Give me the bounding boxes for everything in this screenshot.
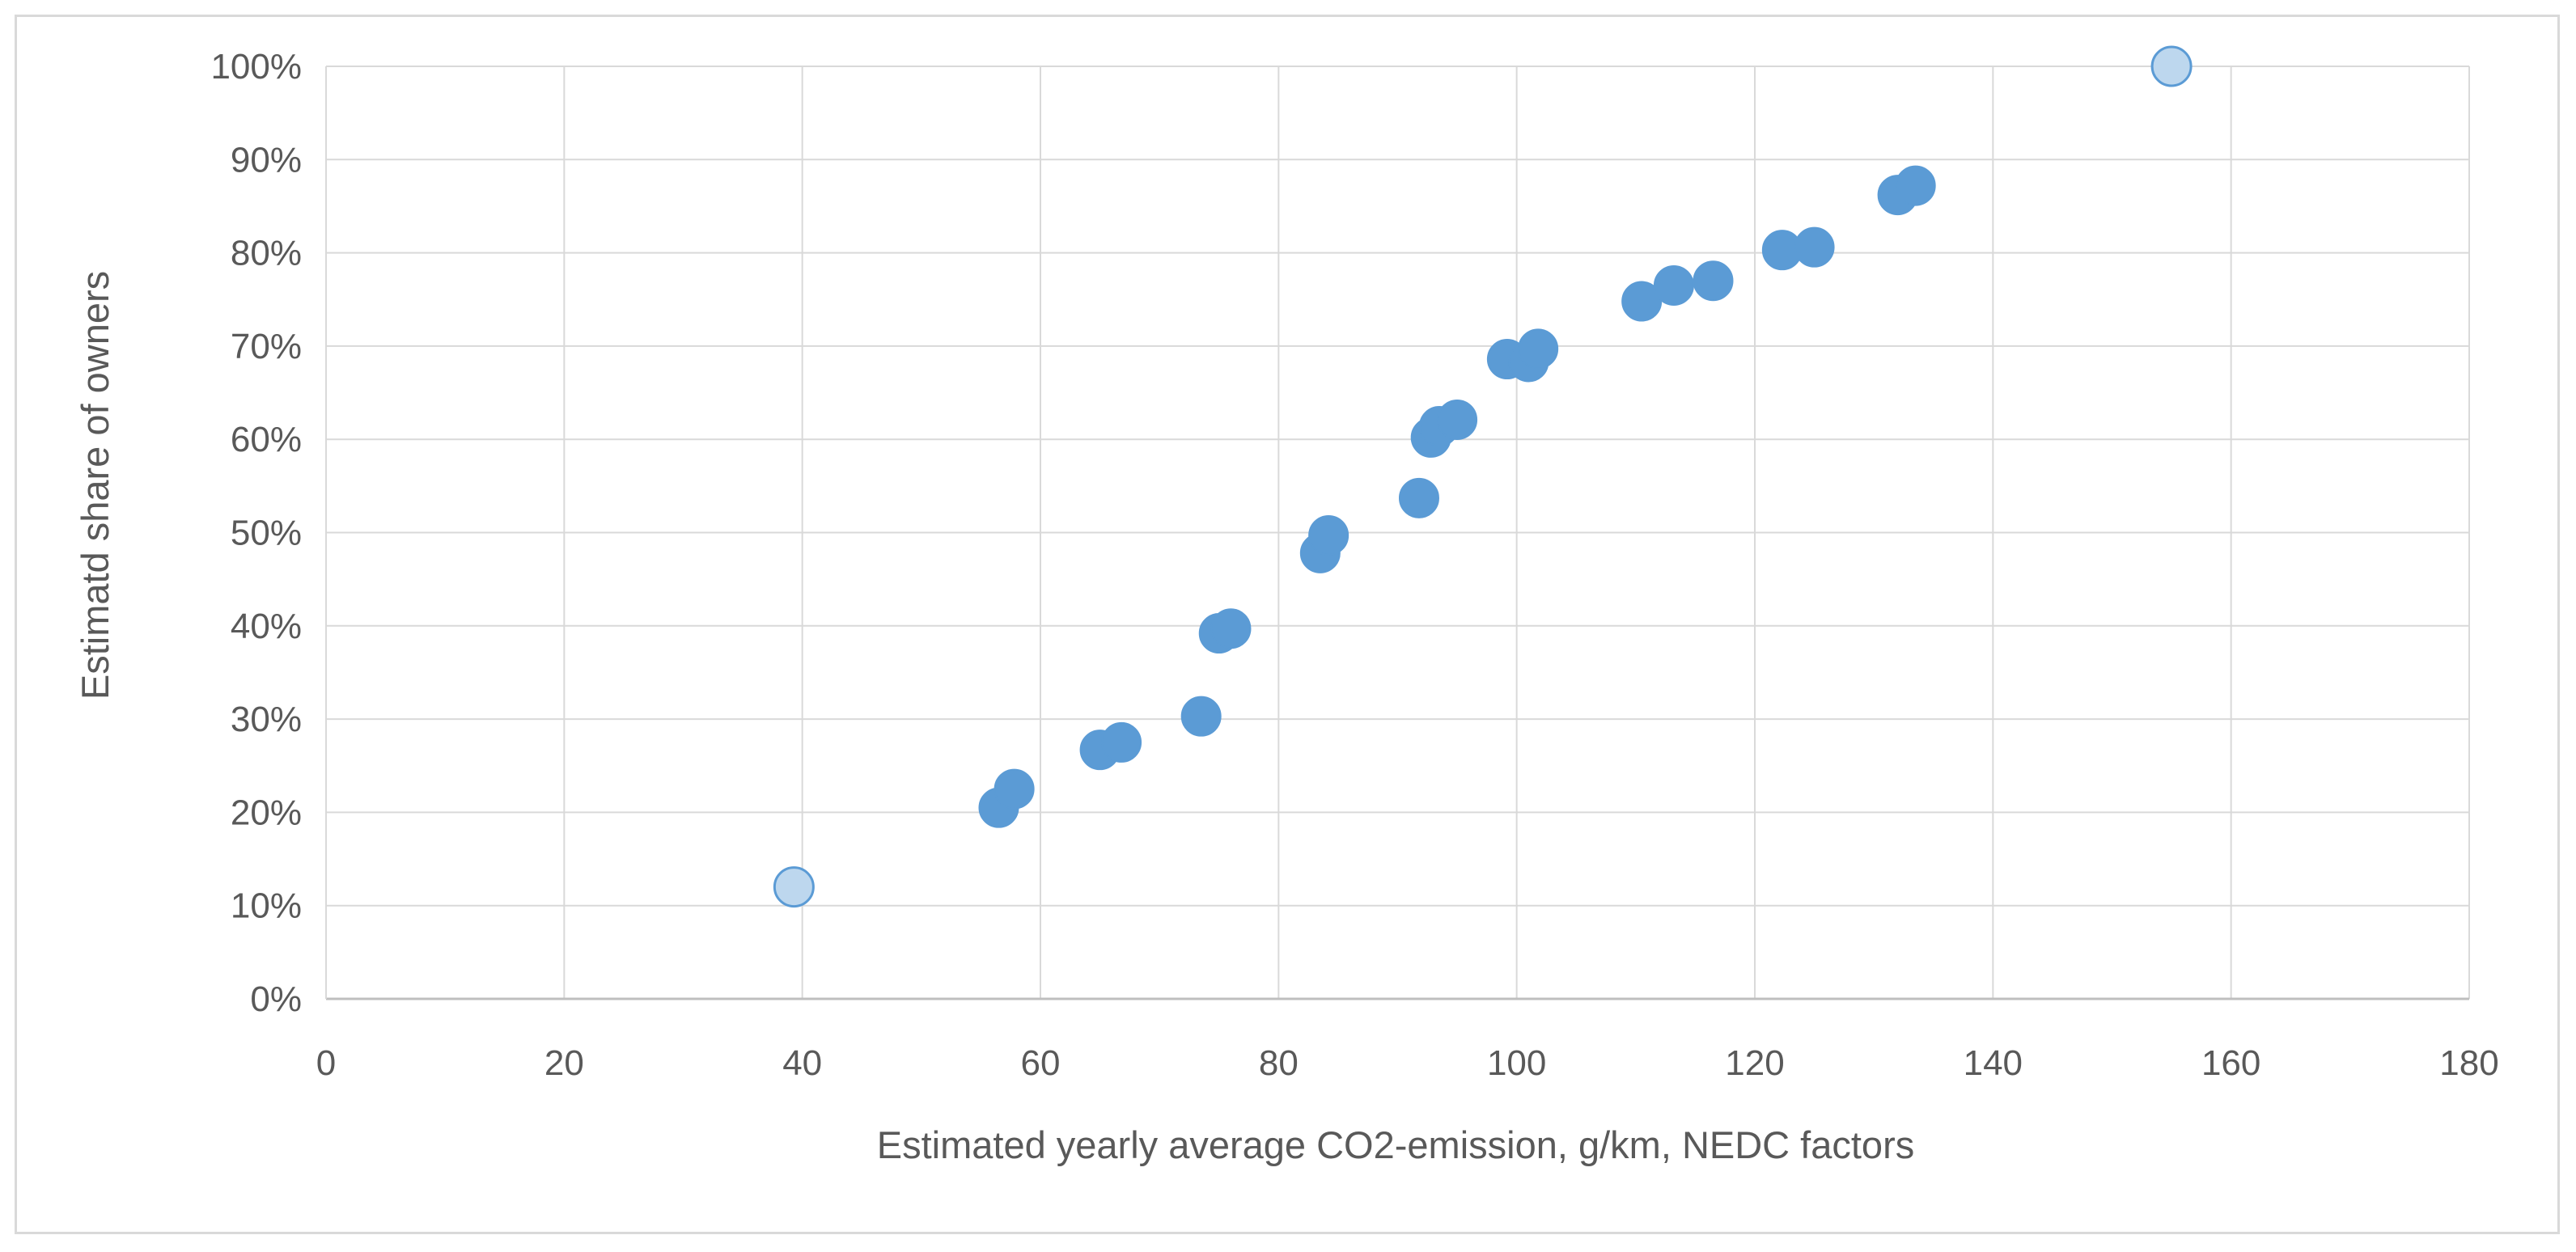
chart-frame (15, 15, 2560, 1234)
x-tick-label: 60 (1021, 1043, 1061, 1083)
x-tick-label: 120 (1725, 1043, 1784, 1083)
data-point (1180, 696, 1222, 737)
data-point (1621, 281, 1663, 322)
y-tick-label: 40% (231, 607, 302, 646)
data-points (773, 45, 2193, 908)
y-axis-title: Estimatd share of owners (74, 271, 117, 700)
data-point-highlight (2150, 45, 2193, 87)
x-tick-label: 0 (316, 1043, 336, 1083)
y-tick-label: 90% (231, 140, 302, 180)
x-tick-label: 100 (1487, 1043, 1546, 1083)
x-tick-label: 140 (1964, 1043, 2023, 1083)
data-point (994, 768, 1035, 810)
y-tick-label: 30% (231, 700, 302, 739)
data-point (1518, 328, 1559, 370)
x-axis-title: Estimated yearly average CO2-emission, g… (877, 1123, 1914, 1166)
x-tick-label: 180 (2439, 1043, 2498, 1083)
data-point (1693, 260, 1734, 302)
y-tick-label: 0% (250, 979, 302, 1019)
data-point (1101, 721, 1142, 763)
data-point (1210, 608, 1252, 649)
x-tick-label: 40 (782, 1043, 822, 1083)
y-tick-label: 100% (210, 47, 302, 87)
x-tick-label: 160 (2201, 1043, 2260, 1083)
x-tick-label: 20 (544, 1043, 584, 1083)
y-tick-label: 80% (231, 234, 302, 273)
y-tick-label: 20% (231, 793, 302, 832)
data-point-highlight (773, 866, 815, 908)
gridlines (326, 66, 2470, 999)
data-point (1794, 226, 1835, 268)
data-point (1308, 514, 1349, 556)
axes (325, 66, 2469, 1000)
data-point (1437, 399, 1478, 440)
data-point (1895, 165, 1936, 206)
tick-labels: 0% 10% 20% 30% 40% 50% 60% 70% 80% 90% 100% 0 20 40 60… (210, 47, 2498, 1083)
data-point (1653, 264, 1694, 306)
y-tick-label: 60% (231, 420, 302, 459)
data-point (1398, 477, 1439, 518)
y-tick-label: 50% (231, 514, 302, 553)
x-tick-label: 80 (1259, 1043, 1299, 1083)
y-tick-label: 10% (231, 886, 302, 926)
y-tick-label: 70% (231, 327, 302, 366)
